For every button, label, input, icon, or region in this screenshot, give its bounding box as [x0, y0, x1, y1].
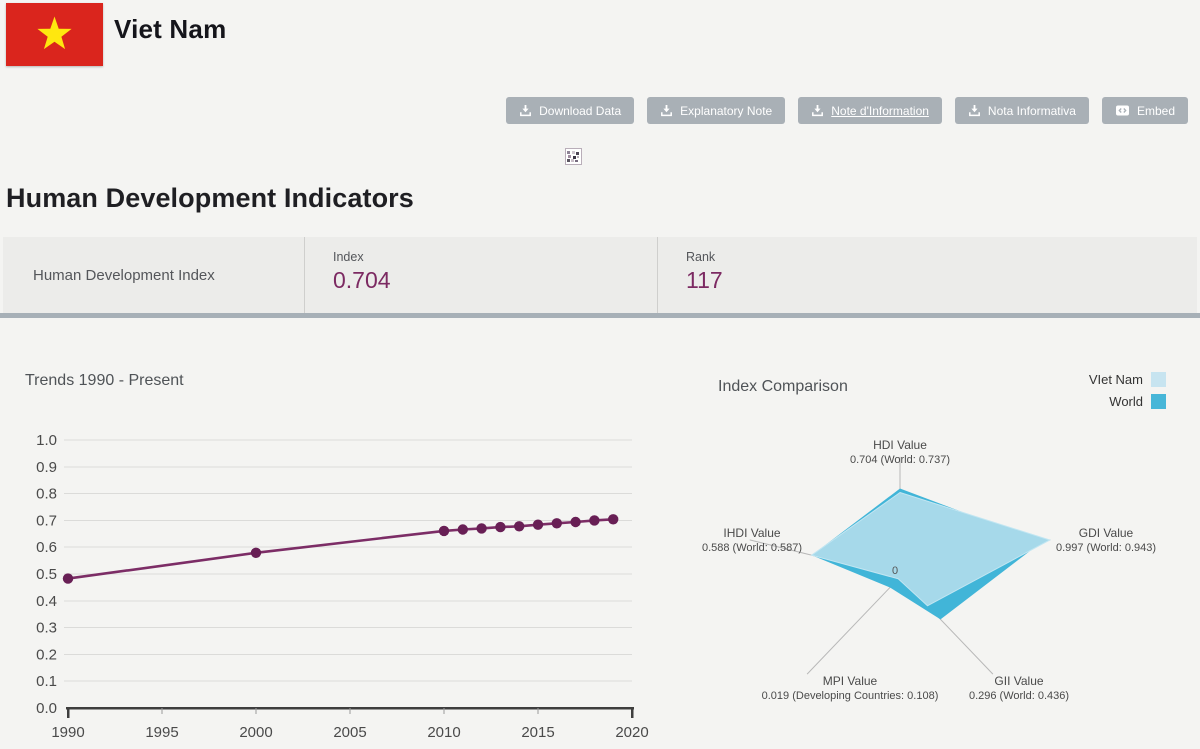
page-title: Human Development Indicators: [6, 183, 414, 213]
axis-label-values: 0.019 (Developing Countries: 0.108): [761, 690, 939, 702]
country-title: Viet Nam: [114, 14, 227, 44]
download-icon: [811, 104, 824, 117]
svg-text:0.4: 0.4: [36, 593, 57, 610]
svg-text:1995: 1995: [145, 724, 178, 741]
svg-text:0: 0: [892, 565, 898, 577]
svg-text:0.0: 0.0: [36, 700, 57, 717]
index-cell: Index 0.704: [305, 237, 658, 313]
radar-legend: VIet Nam World: [1089, 368, 1166, 412]
axis-label-values: 0.296 (World: 0.436): [968, 690, 1070, 702]
button-label: Embed: [1136, 103, 1175, 118]
svg-text:2015: 2015: [521, 724, 554, 741]
star-icon: [37, 16, 72, 50]
vietnam-flag: [6, 3, 103, 66]
svg-text:0.2: 0.2: [36, 646, 57, 663]
trends-chart-section: Trends 1990 - Present 1.0 0.9 0.8 0.7 0.6 0.5…: [0, 360, 660, 749]
trends-line-chart: 1.0 0.9 0.8 0.7 0.6 0.5 0.4 0.3 0.2 0.1 0.0 1990 199…: [36, 432, 649, 741]
nota-informativa-button[interactable]: Nota Informativa: [954, 97, 1089, 124]
svg-text:0.8: 0.8: [36, 486, 57, 503]
index-comparison-section: Index Comparison VIet Nam World 0 HDI Va…: [690, 360, 1200, 749]
legend-swatch-world: [1151, 393, 1166, 409]
indicator-name-cell: Human Development Index: [3, 237, 305, 313]
svg-text:2005: 2005: [333, 724, 366, 741]
rank-label: Rank: [686, 250, 716, 264]
button-label: Nota Informativa: [987, 103, 1076, 118]
toolbar: Download Data Explanatory Note Note d'In…: [506, 97, 1188, 124]
axis-label-title: IHDI Value: [723, 526, 781, 540]
download-data-button[interactable]: Download Data: [506, 97, 635, 124]
index-comparison-title: Index Comparison: [718, 378, 848, 395]
radar-axis-label-hdi: HDI Value 0.704 (World: 0.737): [850, 438, 950, 466]
download-icon: [968, 104, 981, 117]
explanatory-note-button[interactable]: Explanatory Note: [647, 97, 786, 124]
axis-label-title: MPI Value: [822, 674, 878, 688]
svg-text:2000: 2000: [239, 724, 272, 741]
svg-text:2010: 2010: [427, 724, 460, 741]
legend-item-world: World: [1089, 390, 1166, 412]
svg-text:0.5: 0.5: [36, 566, 57, 583]
axis-label-title: HDI Value: [873, 438, 927, 452]
svg-text:2020: 2020: [615, 724, 648, 741]
svg-text:1.0: 1.0: [36, 432, 57, 449]
download-icon: [660, 104, 673, 117]
legend-swatch-vietnam: [1151, 371, 1166, 387]
svg-text:1990: 1990: [51, 724, 84, 741]
radar-axis-label-gii: GII Value 0.296 (World: 0.436): [969, 674, 1069, 702]
svg-text:0.7: 0.7: [36, 512, 57, 529]
index-value: 0.704: [333, 267, 391, 293]
index-label: Index: [333, 250, 364, 264]
button-label: Note d'Information: [831, 103, 929, 118]
axis-label-values: 0.997 (World: 0.943): [1055, 542, 1157, 554]
broken-image-icon: [565, 148, 582, 165]
embed-button[interactable]: Embed: [1101, 97, 1188, 124]
svg-text:0.3: 0.3: [36, 620, 57, 637]
axis-label-values: 0.588 (World: 0.587): [701, 542, 803, 554]
summary-divider: [0, 313, 1200, 318]
legend-item-vietnam: VIet Nam: [1089, 368, 1166, 390]
summary-bar: Human Development Index Index 0.704 Rank…: [3, 237, 1197, 313]
axis-label-title: GDI Value: [1078, 526, 1134, 540]
button-label: Explanatory Note: [680, 103, 773, 118]
radar-chart: 0: [749, 456, 1052, 675]
legend-label: VIet Nam: [1088, 371, 1143, 387]
axis-label-title: GII Value: [994, 674, 1044, 688]
rank-cell: Rank 117: [658, 237, 1197, 313]
trends-chart-title: Trends 1990 - Present: [25, 372, 184, 389]
rank-value: 117: [686, 267, 723, 293]
radar-axis-label-mpi: MPI Value 0.019 (Developing Countries: 0…: [762, 674, 939, 702]
radar-axis-label-gdi: GDI Value 0.997 (World: 0.943): [1056, 526, 1156, 554]
embed-code-icon: [1115, 104, 1130, 117]
button-label: Download Data: [539, 103, 622, 118]
indicator-name: Human Development Index: [33, 266, 215, 284]
axis-label-values: 0.704 (World: 0.737): [849, 454, 951, 466]
legend-label: World: [1109, 393, 1143, 409]
download-icon: [519, 104, 532, 117]
svg-text:0.6: 0.6: [36, 539, 57, 556]
svg-text:0.9: 0.9: [36, 459, 57, 476]
svg-text:0.1: 0.1: [36, 673, 57, 690]
note-d-information-button[interactable]: Note d'Information: [798, 97, 942, 124]
radar-axis-label-ihdi: IHDI Value 0.588 (World: 0.587): [702, 526, 802, 554]
